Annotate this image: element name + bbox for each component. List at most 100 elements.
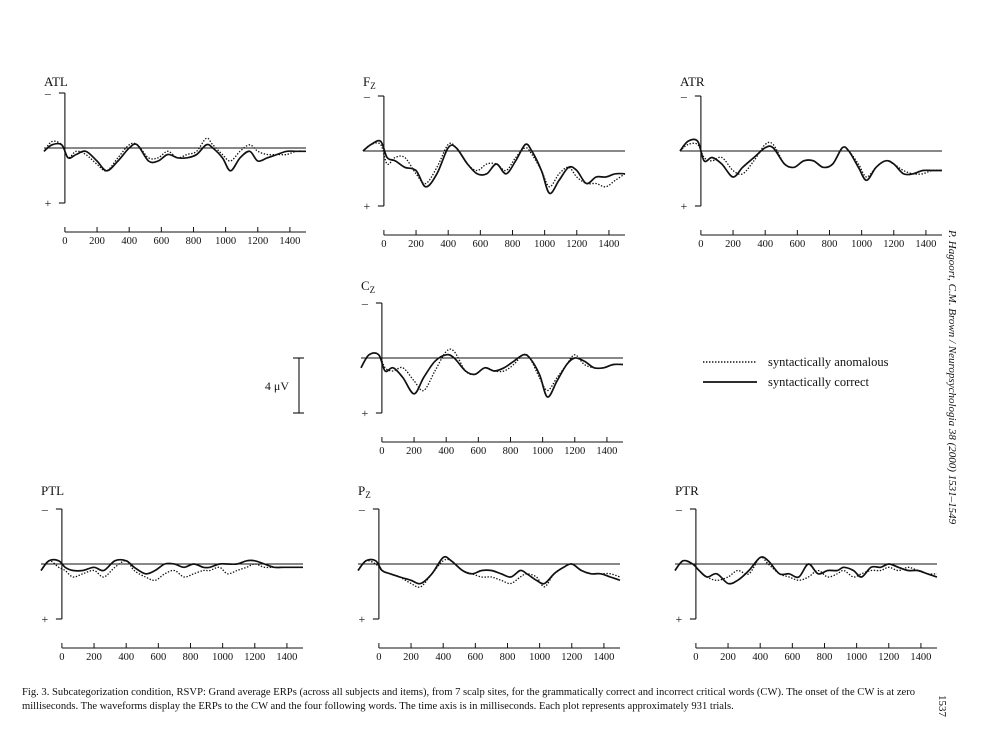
- x-tick-label: 200: [408, 239, 424, 250]
- x-tick-label: 1000: [529, 652, 550, 663]
- x-tick-label: 600: [784, 652, 800, 663]
- x-tick-label: 0: [379, 446, 384, 457]
- panel-label-ptl: PTL: [41, 483, 64, 498]
- x-tick-label: 600: [472, 239, 488, 250]
- waveform-anomalous: [40, 560, 303, 582]
- x-tick-label: 1400: [279, 236, 300, 247]
- y-tick-positive: +: [359, 612, 366, 626]
- scale-bar: 4 μV: [265, 357, 304, 414]
- x-tick-label: 1200: [883, 239, 904, 250]
- y-tick-negative: –: [361, 296, 369, 310]
- x-tick-label: 600: [789, 239, 805, 250]
- x-tick-label: 800: [505, 239, 521, 250]
- waveform-anomalous: [43, 137, 307, 172]
- x-tick-label: 1000: [846, 652, 867, 663]
- x-tick-label: 400: [440, 239, 456, 250]
- y-tick-positive: +: [681, 199, 688, 213]
- waveform-correct: [357, 555, 621, 585]
- x-tick-label: 800: [817, 652, 833, 663]
- x-tick-label: 600: [467, 652, 483, 663]
- x-tick-label: 400: [438, 446, 454, 457]
- panel-label-atl: ATL: [44, 74, 68, 89]
- erp-panel-cz: CZ– +0 200 400 600 800 1000 1200 1400: [360, 278, 624, 457]
- legend-label-correct: syntactically correct: [768, 375, 870, 389]
- x-tick-label: 0: [62, 236, 67, 247]
- x-tick-label: 800: [500, 652, 516, 663]
- waveform-correct: [360, 352, 624, 398]
- x-tick-label: 1200: [566, 239, 587, 250]
- journal-citation: P. Hagoort, C.M. Brown / Neuropsychologi…: [946, 230, 958, 525]
- x-tick-label: 1400: [910, 652, 931, 663]
- y-tick-negative: –: [44, 86, 52, 100]
- y-tick-negative: –: [41, 502, 49, 516]
- y-tick-negative: –: [680, 89, 688, 103]
- erp-panel-fz: FZ– +0 200 400 600 800 1000 1200 1400: [362, 74, 626, 250]
- x-tick-label: 200: [406, 446, 422, 457]
- x-tick-label: 0: [693, 652, 698, 663]
- x-tick-label: 1200: [247, 236, 268, 247]
- x-tick-label: 0: [59, 652, 64, 663]
- y-tick-positive: +: [45, 196, 52, 210]
- x-tick-label: 1000: [534, 239, 555, 250]
- y-tick-positive: +: [676, 612, 683, 626]
- x-tick-label: 200: [720, 652, 736, 663]
- panel-label-cz: CZ: [361, 278, 375, 295]
- legend-label-anomalous: syntactically anomalous: [768, 355, 889, 369]
- x-tick-label: 800: [503, 446, 519, 457]
- erp-panel-ptl: PTL – +0 200 400 600 800 1000 1200 1400: [40, 483, 303, 663]
- x-tick-label: 0: [698, 239, 703, 250]
- x-tick-label: 400: [118, 652, 134, 663]
- x-tick-label: 200: [403, 652, 419, 663]
- x-tick-label: 1400: [598, 239, 619, 250]
- x-tick-label: 1000: [851, 239, 872, 250]
- x-tick-label: 200: [86, 652, 102, 663]
- waveform-correct: [43, 142, 306, 172]
- waveform-correct: [40, 558, 303, 575]
- panel-label-ptr: PTR: [675, 483, 699, 498]
- x-tick-label: 800: [183, 652, 199, 663]
- x-tick-label: 1400: [915, 239, 936, 250]
- waveform-correct: [674, 556, 938, 585]
- x-tick-label: 400: [752, 652, 768, 663]
- page-number: 1537: [936, 695, 948, 717]
- x-tick-label: 1200: [244, 652, 265, 663]
- x-tick-label: 800: [186, 236, 202, 247]
- x-tick-label: 200: [89, 236, 105, 247]
- y-tick-positive: +: [362, 406, 369, 420]
- waveform-correct: [362, 139, 626, 195]
- erp-panel-ptr: PTR – +0 200 400 600 800 1000 1200 1400: [674, 483, 938, 663]
- y-tick-negative: –: [675, 502, 683, 516]
- waveform-anomalous: [357, 558, 621, 588]
- x-tick-label: 1400: [593, 652, 614, 663]
- waveform-anomalous: [674, 556, 938, 581]
- x-tick-label: 1200: [561, 652, 582, 663]
- x-tick-label: 400: [757, 239, 773, 250]
- figure-caption: Fig. 3. Subcategorization condition, RSV…: [22, 687, 916, 712]
- y-tick-positive: +: [364, 199, 371, 213]
- x-tick-label: 1400: [596, 446, 617, 457]
- waveform-anomalous: [362, 142, 626, 188]
- x-tick-label: 1000: [215, 236, 236, 247]
- x-tick-label: 200: [725, 239, 741, 250]
- x-tick-label: 400: [121, 236, 137, 247]
- x-tick-label: 1200: [878, 652, 899, 663]
- waveform-correct: [679, 138, 942, 182]
- erp-panel-pz: PZ – +0 200 400 600 800 1000 1200 1400: [357, 483, 621, 663]
- x-tick-label: 0: [376, 652, 381, 663]
- y-tick-negative: –: [363, 89, 371, 103]
- panel-label-pz: PZ: [358, 483, 371, 500]
- x-tick-label: 600: [150, 652, 166, 663]
- panel-label-fz: FZ: [363, 74, 376, 91]
- scale-bar-label: 4 μV: [265, 379, 289, 393]
- erp-panel-atr: ATR– +0 200 400 600 800 1000 1200 1400: [679, 74, 943, 250]
- panel-label-atr: ATR: [680, 74, 705, 89]
- legend: syntactically anomalous syntactically cor…: [703, 355, 889, 389]
- x-tick-label: 800: [822, 239, 838, 250]
- x-tick-label: 600: [153, 236, 169, 247]
- erp-panel-atl: ATL– +0 200 400 600 800 1000 1200 1400: [43, 74, 307, 247]
- x-tick-label: 1000: [532, 446, 553, 457]
- x-tick-label: 1200: [564, 446, 585, 457]
- y-tick-positive: +: [42, 612, 49, 626]
- x-tick-label: 1000: [212, 652, 233, 663]
- x-tick-label: 400: [435, 652, 451, 663]
